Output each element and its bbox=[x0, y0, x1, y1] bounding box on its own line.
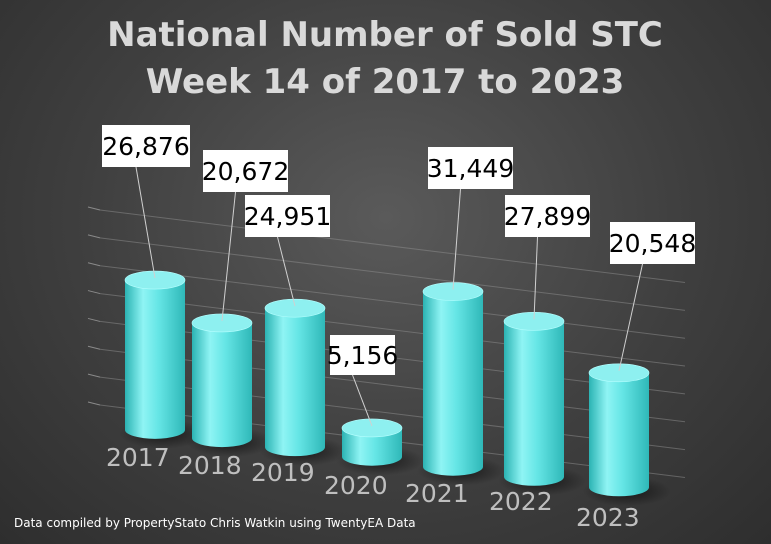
bar-top bbox=[341, 418, 403, 438]
value-label-2023: 20,548 bbox=[609, 222, 696, 371]
value-label-2022: 27,899 bbox=[504, 195, 591, 320]
bar-2018 bbox=[186, 313, 274, 458]
svg-text:24,951: 24,951 bbox=[244, 202, 331, 231]
bar-2019 bbox=[259, 298, 347, 467]
bar-2020 bbox=[336, 418, 424, 476]
bar-top bbox=[588, 363, 650, 383]
y-tick bbox=[87, 373, 101, 378]
chart-title-line-1: National Number of Sold STC bbox=[107, 15, 663, 55]
x-axis-labels: 2017 2018 2019 2020 2021 2022 2023 bbox=[106, 443, 640, 532]
source-footnote: Data compiled by PropertyStato Chris Wat… bbox=[14, 516, 416, 530]
x-tick-2023: 2023 bbox=[576, 503, 640, 532]
bar-body bbox=[342, 427, 402, 466]
svg-text:20,672: 20,672 bbox=[202, 157, 289, 186]
bar-2023 bbox=[583, 363, 671, 507]
svg-text:26,876: 26,876 bbox=[102, 132, 189, 161]
bar-body bbox=[589, 372, 649, 497]
value-label-2021: 31,449 bbox=[427, 147, 514, 290]
x-tick-2022: 2022 bbox=[489, 487, 553, 516]
gridline bbox=[99, 265, 686, 339]
y-tick bbox=[87, 317, 101, 322]
y-tick bbox=[87, 401, 101, 406]
y-tick bbox=[87, 206, 101, 211]
value-label-2020: 5,156 bbox=[327, 335, 399, 427]
bar-2017 bbox=[119, 270, 207, 449]
svg-text:20,548: 20,548 bbox=[609, 229, 696, 258]
svg-text:5,156: 5,156 bbox=[327, 341, 399, 370]
bar-2022 bbox=[498, 312, 586, 496]
chart-title-line-2: Week 14 of 2017 to 2023 bbox=[146, 62, 625, 102]
x-tick-2018: 2018 bbox=[178, 451, 242, 480]
svg-text:31,449: 31,449 bbox=[427, 154, 514, 183]
value-label-2018: 20,672 bbox=[202, 150, 289, 321]
value-label-2019: 24,951 bbox=[244, 195, 331, 307]
value-label-2017: 26,876 bbox=[102, 125, 190, 279]
y-tick bbox=[87, 262, 101, 267]
y-tick bbox=[87, 234, 101, 239]
x-tick-2021: 2021 bbox=[405, 479, 469, 508]
bar-body bbox=[125, 280, 185, 439]
svg-text:27,899: 27,899 bbox=[504, 202, 591, 231]
value-labels: 26,876 20,672 24,951 5,156 31,449 27,899 20,54… bbox=[102, 125, 696, 427]
gridline bbox=[99, 293, 686, 367]
bar-top bbox=[124, 270, 186, 290]
bar-body bbox=[192, 322, 252, 448]
y-tick bbox=[87, 290, 101, 295]
gridline bbox=[99, 237, 686, 311]
bar-body bbox=[423, 291, 483, 476]
bar-body bbox=[504, 321, 564, 486]
bars bbox=[119, 270, 671, 507]
bar-body bbox=[265, 308, 325, 457]
bar-top bbox=[191, 313, 253, 333]
bar-top bbox=[422, 282, 484, 301]
bar-top bbox=[264, 298, 326, 318]
bar-2021 bbox=[417, 282, 505, 486]
y-tick bbox=[87, 345, 101, 350]
gridline bbox=[99, 209, 686, 283]
x-tick-2020: 2020 bbox=[324, 471, 388, 500]
x-tick-2017: 2017 bbox=[106, 443, 170, 472]
x-tick-2019: 2019 bbox=[251, 458, 315, 487]
